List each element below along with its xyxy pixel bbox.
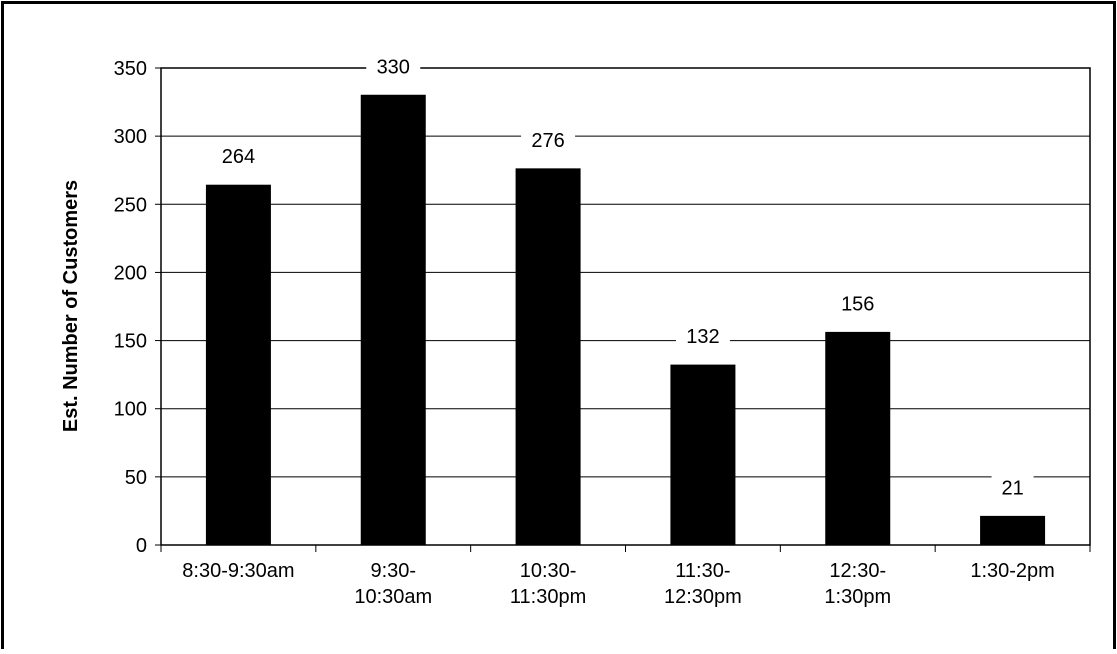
y-tick-label: 350 — [114, 58, 147, 80]
y-tick-label: 300 — [114, 126, 147, 148]
data-label-background — [366, 53, 421, 80]
x-tick-label: 12:30pm — [664, 586, 742, 608]
y-tick-label: 200 — [114, 262, 147, 284]
data-label: 132 — [686, 326, 719, 348]
bar — [515, 168, 581, 546]
data-label-background — [675, 323, 730, 350]
data-label: 330 — [377, 56, 410, 78]
bar — [205, 184, 271, 546]
data-label-background — [830, 290, 885, 317]
bar — [360, 94, 426, 546]
y-tick-label: 250 — [114, 194, 147, 216]
axes: 0 50 100 150 200 250 300 350 8:30-9:30am 9:30- 10:… — [114, 58, 1091, 608]
data-label: 276 — [531, 130, 564, 152]
x-tick-label: 8:30-9:30am — [182, 560, 294, 582]
x-tick-label: 10:30am — [354, 586, 432, 608]
data-label: 21 — [1001, 477, 1023, 499]
x-tick-label: 1:30pm — [824, 586, 891, 608]
data-label-background — [521, 126, 576, 153]
bar — [825, 331, 891, 546]
bar — [670, 364, 736, 546]
x-tick-label: 1:30-2pm — [970, 560, 1055, 582]
data-labels: 264 330 276 132 156 21 — [211, 53, 1034, 501]
y-tick-label: 150 — [114, 331, 147, 353]
y-tick-label: 50 — [125, 467, 147, 489]
x-tick-label: 11:30- — [675, 560, 730, 582]
x-tick-label: 11:30pm — [510, 586, 586, 608]
y-tick-label: 100 — [114, 399, 147, 421]
data-label: 264 — [222, 146, 255, 168]
data-label: 156 — [841, 293, 874, 315]
y-tick-label: 0 — [136, 535, 147, 557]
bar — [980, 515, 1046, 546]
data-label-background — [211, 143, 266, 170]
x-tick-label: 10:30- — [520, 560, 577, 582]
x-tick-label: 9:30- — [370, 560, 416, 582]
x-tick-label: 12:30- — [829, 560, 886, 582]
data-label-background — [991, 474, 1034, 501]
bars — [205, 94, 1046, 546]
y-axis-title: Est. Number of Customers — [60, 180, 82, 432]
